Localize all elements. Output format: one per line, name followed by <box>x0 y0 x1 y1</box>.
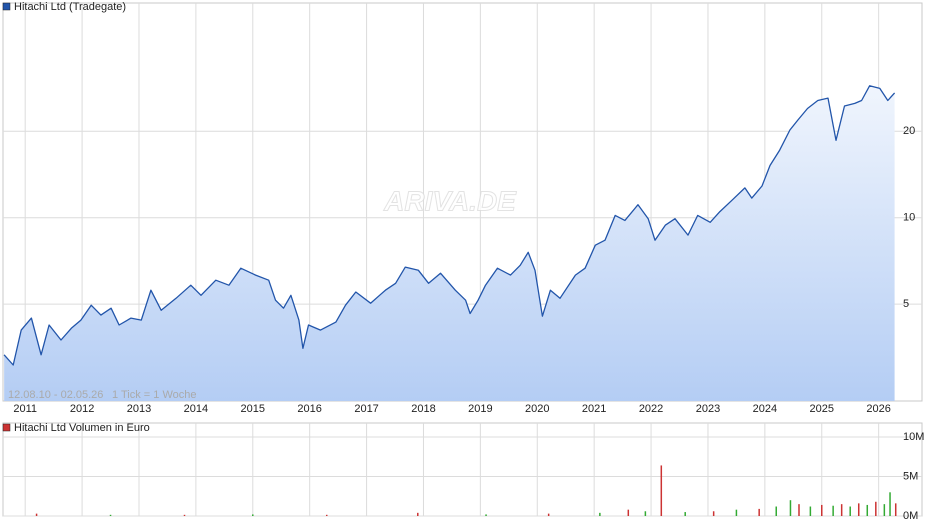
x-tick-label: 2015 <box>241 403 265 415</box>
period-label: 12.08.10 - 02.05.26 <box>8 389 103 401</box>
x-tick-label: 2023 <box>696 403 720 415</box>
watermark: ARIVA.DE <box>383 185 517 216</box>
volume-bar <box>821 504 823 516</box>
x-tick-label: 2014 <box>184 403 208 415</box>
tick-info: 1 Tick = 1 Woche <box>112 389 196 401</box>
x-tick-label: 2019 <box>468 403 492 415</box>
volume-bar <box>252 514 254 516</box>
x-tick-label: 2012 <box>70 403 94 415</box>
x-tick-label: 2026 <box>866 403 890 415</box>
volume-bar <box>684 512 686 516</box>
legend-swatch <box>2 2 11 11</box>
volume-bar <box>417 512 419 516</box>
x-tick-label: 2013 <box>127 403 151 415</box>
x-tick-label: 2025 <box>810 403 834 415</box>
volume-bar <box>894 503 897 516</box>
volume-bar <box>109 514 112 516</box>
volume-bar <box>712 511 715 516</box>
x-tick-label: 2017 <box>354 403 378 415</box>
x-tick-label: 2022 <box>639 403 663 415</box>
volume-bar <box>849 506 851 516</box>
y-tick-label: 20 <box>903 125 915 137</box>
volume-bar <box>832 505 834 516</box>
legend-label: Hitachi Ltd Volumen in Euro <box>14 422 150 434</box>
volume-bar <box>866 504 869 516</box>
volume-bar <box>183 514 186 516</box>
x-tick-label: 2021 <box>582 403 606 415</box>
volume-bar <box>644 511 647 516</box>
x-tick-label: 2011 <box>13 403 37 415</box>
volume-bar <box>798 504 800 516</box>
volume-bar <box>857 503 860 516</box>
volume-bar <box>735 509 738 516</box>
volume-bar <box>599 512 601 516</box>
volume-bar <box>627 509 630 516</box>
legend-label: Hitachi Ltd (Tradegate) <box>14 1 126 13</box>
x-tick-label: 2024 <box>753 403 777 415</box>
y-tick-label: 5M <box>903 470 918 482</box>
volume-bar <box>758 508 760 516</box>
y-tick-label: 5 <box>903 298 909 310</box>
volume-bar <box>775 506 777 516</box>
legend-swatch <box>2 423 11 432</box>
volume-bar <box>789 500 792 516</box>
y-tick-label: 10M <box>903 431 924 443</box>
volume-bar <box>485 514 487 516</box>
volume-bar <box>660 465 663 516</box>
x-tick-label: 2018 <box>411 403 435 415</box>
volume-bar <box>325 514 328 516</box>
volume-bar <box>35 513 38 516</box>
volume-bar <box>809 506 812 516</box>
price-line <box>3 85 896 366</box>
y-tick-label: 0M <box>903 510 918 522</box>
y-tick-label: 10 <box>903 212 915 224</box>
x-tick-label: 2016 <box>297 403 321 415</box>
volume-bar <box>875 501 877 516</box>
volume-bar <box>883 504 886 516</box>
x-tick-label: 2020 <box>525 403 549 415</box>
volume-bar <box>547 513 550 516</box>
volume-bar <box>889 492 891 516</box>
volume-bar <box>840 504 843 516</box>
area <box>4 85 895 402</box>
